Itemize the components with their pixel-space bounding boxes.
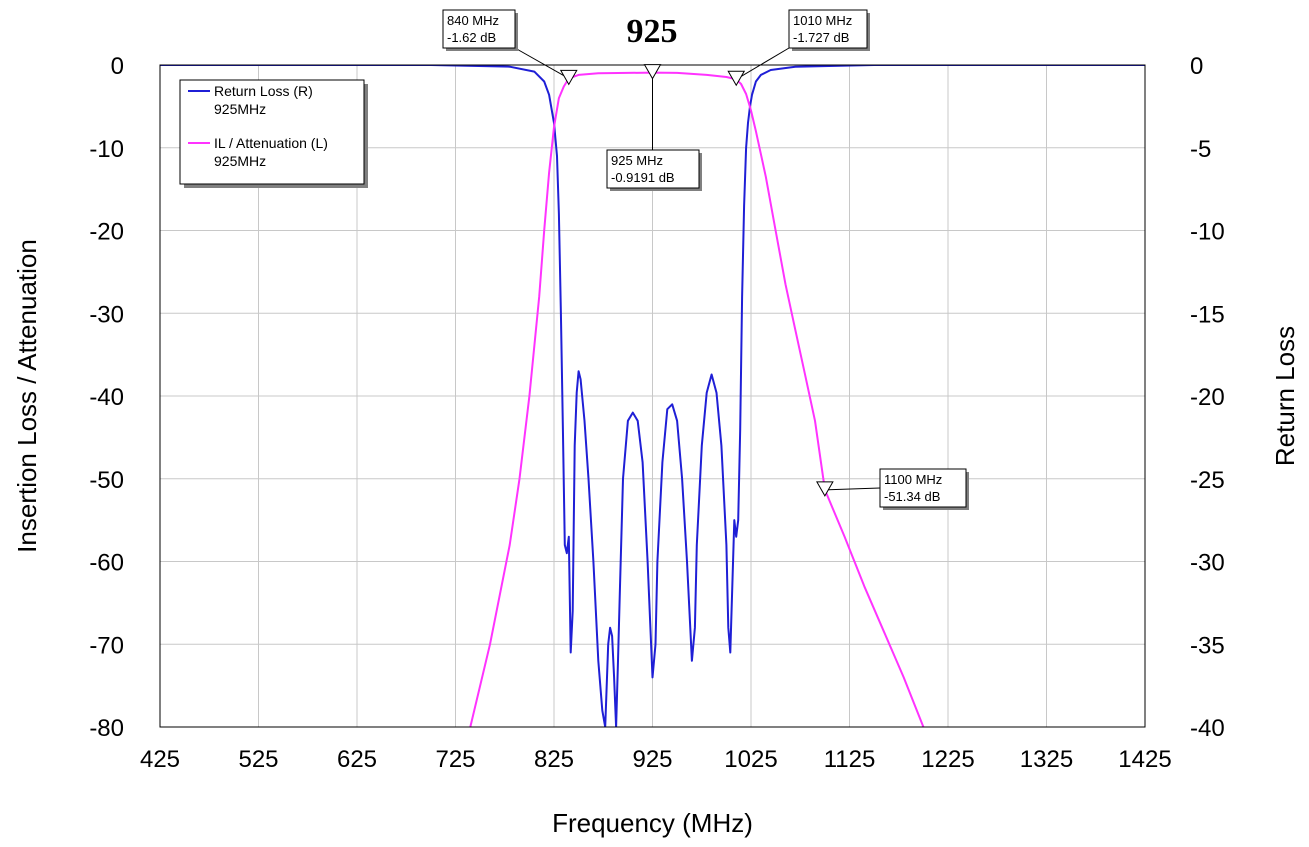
x-tick-label: 825	[534, 746, 574, 773]
y-left-tick-label: -70	[89, 632, 124, 659]
marker-value: -1.62 dB	[447, 30, 496, 45]
series-line-insertion-loss	[469, 71, 925, 727]
marker-1100: 1100 MHz -51.34 dB	[816, 468, 969, 510]
marker-box	[442, 9, 516, 49]
marker-triangle	[559, 69, 578, 86]
marker-triangle	[816, 481, 834, 497]
y-right-tick-label: -25	[1190, 467, 1225, 494]
legend-box	[179, 79, 365, 185]
legend-label: Return Loss (R)	[214, 83, 313, 99]
x-tick-label: 425	[140, 746, 180, 773]
marker-frequency: 840 MHz	[447, 13, 499, 28]
y-right-tick-label: 0	[1190, 53, 1203, 80]
legend-sublabel: 925MHz	[214, 153, 266, 169]
marker-triangle	[727, 70, 746, 87]
marker-box	[788, 9, 868, 49]
marker-value: -1.727 dB	[793, 30, 849, 45]
x-tick-label: 625	[337, 746, 377, 773]
marker-frequency: 1010 MHz	[793, 13, 852, 28]
y-right-tick-label: -10	[1190, 219, 1225, 246]
marker-triangle	[643, 64, 662, 80]
legend-entry: Return Loss (R) 925MHz	[188, 83, 313, 117]
marker-box	[606, 149, 700, 189]
tick-labels: 425 525 625 725 825 925 1025 1125 1225 1325 1425 0 -…	[89, 53, 1224, 773]
y-right-tick-label: -20	[1190, 384, 1225, 411]
marker-leader-line	[824, 487, 881, 491]
marker-frequency: 925 MHz	[611, 153, 663, 168]
marker-frequency: 1100 MHz	[884, 472, 942, 487]
markers-layer: 840 MHz -1.62 dB 925 MHz -0.9191 dB 1010 MHz…	[442, 9, 969, 510]
y-right-tick-label: -30	[1190, 550, 1225, 577]
y-left-tick-label: -60	[89, 550, 124, 577]
x-tick-label: 1025	[724, 746, 777, 773]
y-left-tick-label: 0	[111, 53, 124, 80]
marker-925: 925 MHz -0.9191 dB	[606, 64, 702, 191]
y-right-tick-label: -15	[1190, 301, 1225, 328]
series-line-return-loss	[160, 65, 1145, 727]
marker-value: -0.9191 dB	[611, 170, 675, 185]
y-right-tick-label: -40	[1190, 715, 1225, 742]
marker-value: -51.34 dB	[884, 489, 940, 504]
legend-entry: IL / Attenuation (L) 925MHz	[188, 135, 328, 169]
marker-840: 840 MHz -1.62 dB	[442, 9, 578, 86]
y-left-tick-label: -50	[89, 467, 124, 494]
y-left-tick-label: -20	[89, 219, 124, 246]
x-tick-label: 1425	[1118, 746, 1171, 773]
x-tick-label: 1225	[921, 746, 974, 773]
y-left-tick-label: -30	[89, 301, 124, 328]
legend-sublabel: 925MHz	[214, 101, 266, 117]
x-tick-label: 925	[632, 746, 672, 773]
y-right-tick-label: -5	[1190, 136, 1211, 163]
x-axis-title: Frequency (MHz)	[552, 808, 753, 838]
marker-leader-line	[735, 47, 790, 80]
x-tick-label: 525	[238, 746, 278, 773]
series-layer	[160, 65, 1145, 727]
x-tick-label: 1325	[1020, 746, 1073, 773]
legend-label: IL / Attenuation (L)	[214, 135, 328, 151]
y-axis-left-title: Insertion Loss / Attenuation	[12, 239, 42, 553]
y-left-tick-label: -40	[89, 384, 124, 411]
x-tick-label: 1125	[824, 746, 876, 773]
marker-leader-line	[514, 47, 570, 79]
marker-box	[879, 468, 967, 508]
marker-1010: 1010 MHz -1.727 dB	[727, 9, 870, 87]
y-left-tick-label: -80	[89, 715, 124, 742]
x-tick-label: 725	[435, 746, 475, 773]
chart-title: 925	[627, 13, 678, 50]
y-right-tick-label: -35	[1190, 632, 1225, 659]
y-left-tick-label: -10	[89, 136, 124, 163]
y-axis-right-title: Return Loss	[1270, 326, 1300, 466]
